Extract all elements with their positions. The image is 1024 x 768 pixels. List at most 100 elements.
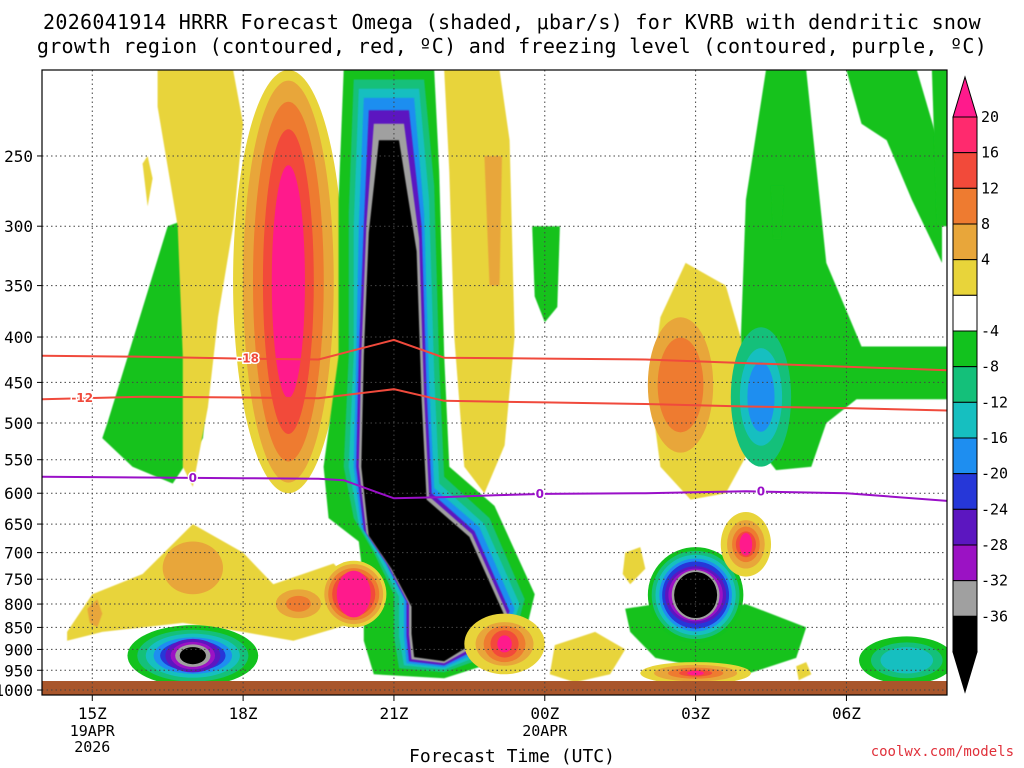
ascent-core-mid-right xyxy=(730,327,792,467)
ascent-core-17z-bl-band-8 xyxy=(179,647,206,665)
colorbar-swatch xyxy=(952,508,978,546)
colorbar-label: -28 xyxy=(981,536,1008,554)
descent-spot-left xyxy=(142,156,153,207)
y-tick-label: 600 xyxy=(4,484,33,503)
colorbar-label: -36 xyxy=(981,607,1008,625)
colorbar-top-arrow xyxy=(952,75,978,118)
colorbar-label: 16 xyxy=(981,144,999,162)
ascent-sliver-mid xyxy=(532,226,560,323)
dgz-contour--12 xyxy=(42,388,947,412)
dgz-contour-label: -12 xyxy=(71,391,93,405)
y-tick-label: 900 xyxy=(4,640,33,659)
x-tick-sublabel: 2026 xyxy=(74,738,110,756)
ground-bar xyxy=(42,681,947,695)
y-tick-label: 300 xyxy=(4,217,33,236)
colorbar-swatch xyxy=(952,152,978,189)
x-axis-title: Forecast Time (UTC) xyxy=(409,746,615,767)
descent-spot-17z-upper-band-0 xyxy=(162,541,223,595)
colorbar-swatch xyxy=(952,580,978,617)
ascent-core-03z xyxy=(647,547,744,643)
colorbar-swatch xyxy=(952,223,978,261)
descent-spot-05z-low xyxy=(796,662,812,681)
colorbar-swatch xyxy=(952,473,978,510)
x-tick-label: 06Z xyxy=(832,704,861,723)
x-tick-sublabel: 19APR xyxy=(70,722,116,740)
source-credit: coolwx.com/models xyxy=(870,744,1014,760)
colorbar-swatch xyxy=(952,294,978,332)
colorbar-swatch xyxy=(952,401,978,439)
colorbar-label: 4 xyxy=(981,251,990,269)
x-tick-label: 03Z xyxy=(681,704,710,723)
ascent-region-upper-right xyxy=(846,70,942,263)
descent-spot-19z-low-band-1 xyxy=(285,595,311,612)
descent-spot-17z-upper xyxy=(162,541,223,595)
dgz-contour-label: -18 xyxy=(237,352,259,366)
freezing-level-contour-label: 0 xyxy=(536,487,544,501)
descent-core-mid-right xyxy=(647,317,714,453)
y-tick-label: 700 xyxy=(4,544,33,563)
x-tick-label: 18Z xyxy=(229,704,258,723)
colorbar-bottom-arrow xyxy=(952,651,978,694)
colorbar-swatch xyxy=(952,366,978,403)
y-tick-label: 1000 xyxy=(0,681,33,700)
descent-streak-right xyxy=(484,156,502,286)
colorbar-swatch xyxy=(952,615,978,653)
colorbar-label: 20 xyxy=(981,108,999,126)
ascent-core-right-edge-bl xyxy=(859,636,947,685)
colorbar-label: -16 xyxy=(981,429,1008,447)
y-tick-label: 450 xyxy=(4,373,33,392)
colorbar-swatch xyxy=(952,259,978,296)
y-tick-label: 400 xyxy=(4,328,33,347)
ascent-region-right-tall xyxy=(740,70,947,471)
colorbar-label: -24 xyxy=(981,500,1008,518)
ascent-sliver-top-right xyxy=(931,70,947,227)
dgz-contour--18 xyxy=(42,338,947,372)
descent-spot-19z-low xyxy=(275,589,322,619)
colorbar-label: -8 xyxy=(981,358,999,376)
y-tick-label: 650 xyxy=(4,515,33,534)
colorbar-label: 12 xyxy=(981,179,999,197)
ascent-core-17z-bl xyxy=(127,625,259,687)
colorbar-swatch xyxy=(952,187,978,225)
colorbar-swatch xyxy=(952,437,978,475)
y-tick-label: 250 xyxy=(4,147,33,166)
x-tick-sublabel: 20APR xyxy=(522,722,568,740)
y-tick-label: 550 xyxy=(4,451,33,470)
descent-spot-04z xyxy=(720,512,772,577)
contour-lines: -18 -12 0 0 0 xyxy=(42,338,947,503)
descent-spots-low-left xyxy=(87,599,103,628)
ascent-core-right-edge-bl-band-2 xyxy=(880,647,934,674)
ascent-column-core xyxy=(361,140,505,662)
x-tick-label: 21Z xyxy=(379,704,408,723)
descent-plume-upper-band-4 xyxy=(271,165,305,399)
colorbar-swatch xyxy=(952,330,978,368)
ascent-region-00z-low xyxy=(549,631,626,683)
chart-title-line-2: growth region (contoured, red, ºC) and f… xyxy=(36,34,988,58)
colorbar-label: -20 xyxy=(981,465,1008,483)
y-tick-label: 950 xyxy=(4,661,33,680)
ascent-core-mid-right-band-2 xyxy=(747,362,775,432)
colorbar-label: -12 xyxy=(981,393,1008,411)
chart-title-line-1: 2026041914 HRRR Forecast Omega (shaded, … xyxy=(43,10,981,34)
grid-lines xyxy=(42,70,947,695)
colorbar-label: 8 xyxy=(981,215,990,233)
x-tick-label: 00Z xyxy=(530,704,559,723)
colorbar-swatch xyxy=(952,544,978,582)
ascent-core-03z-band-8 xyxy=(674,572,718,619)
descent-core-20z-low-band-4 xyxy=(336,570,371,618)
ascent-sliver-upper-right xyxy=(771,185,784,239)
x-tick-label: 15Z xyxy=(78,704,107,723)
y-tick-label: 800 xyxy=(4,595,33,614)
descent-spot-04z-band-4 xyxy=(739,533,753,556)
descent-core-00z-low-band-4 xyxy=(497,635,512,653)
colorbar-swatch xyxy=(952,116,978,154)
freezing-level-contour-0 xyxy=(42,475,947,502)
descent-core-00z-low xyxy=(464,613,545,675)
freezing-level-contour-label: 0 xyxy=(189,471,197,485)
descent-core-20z-low xyxy=(321,560,387,628)
colorbar-label: -4 xyxy=(981,322,999,340)
omega-colorbar: 20 16 12 8 4 -4 -8 -12 -16 -20 -24 -28 -32 -36 xyxy=(952,75,1008,694)
y-tick-label: 350 xyxy=(4,277,33,296)
